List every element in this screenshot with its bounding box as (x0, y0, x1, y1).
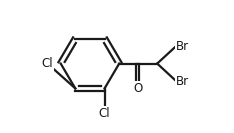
Text: O: O (134, 82, 143, 95)
Text: Br: Br (176, 75, 189, 88)
Text: Br: Br (176, 40, 189, 53)
Text: Cl: Cl (42, 57, 53, 70)
Text: Cl: Cl (99, 107, 110, 120)
